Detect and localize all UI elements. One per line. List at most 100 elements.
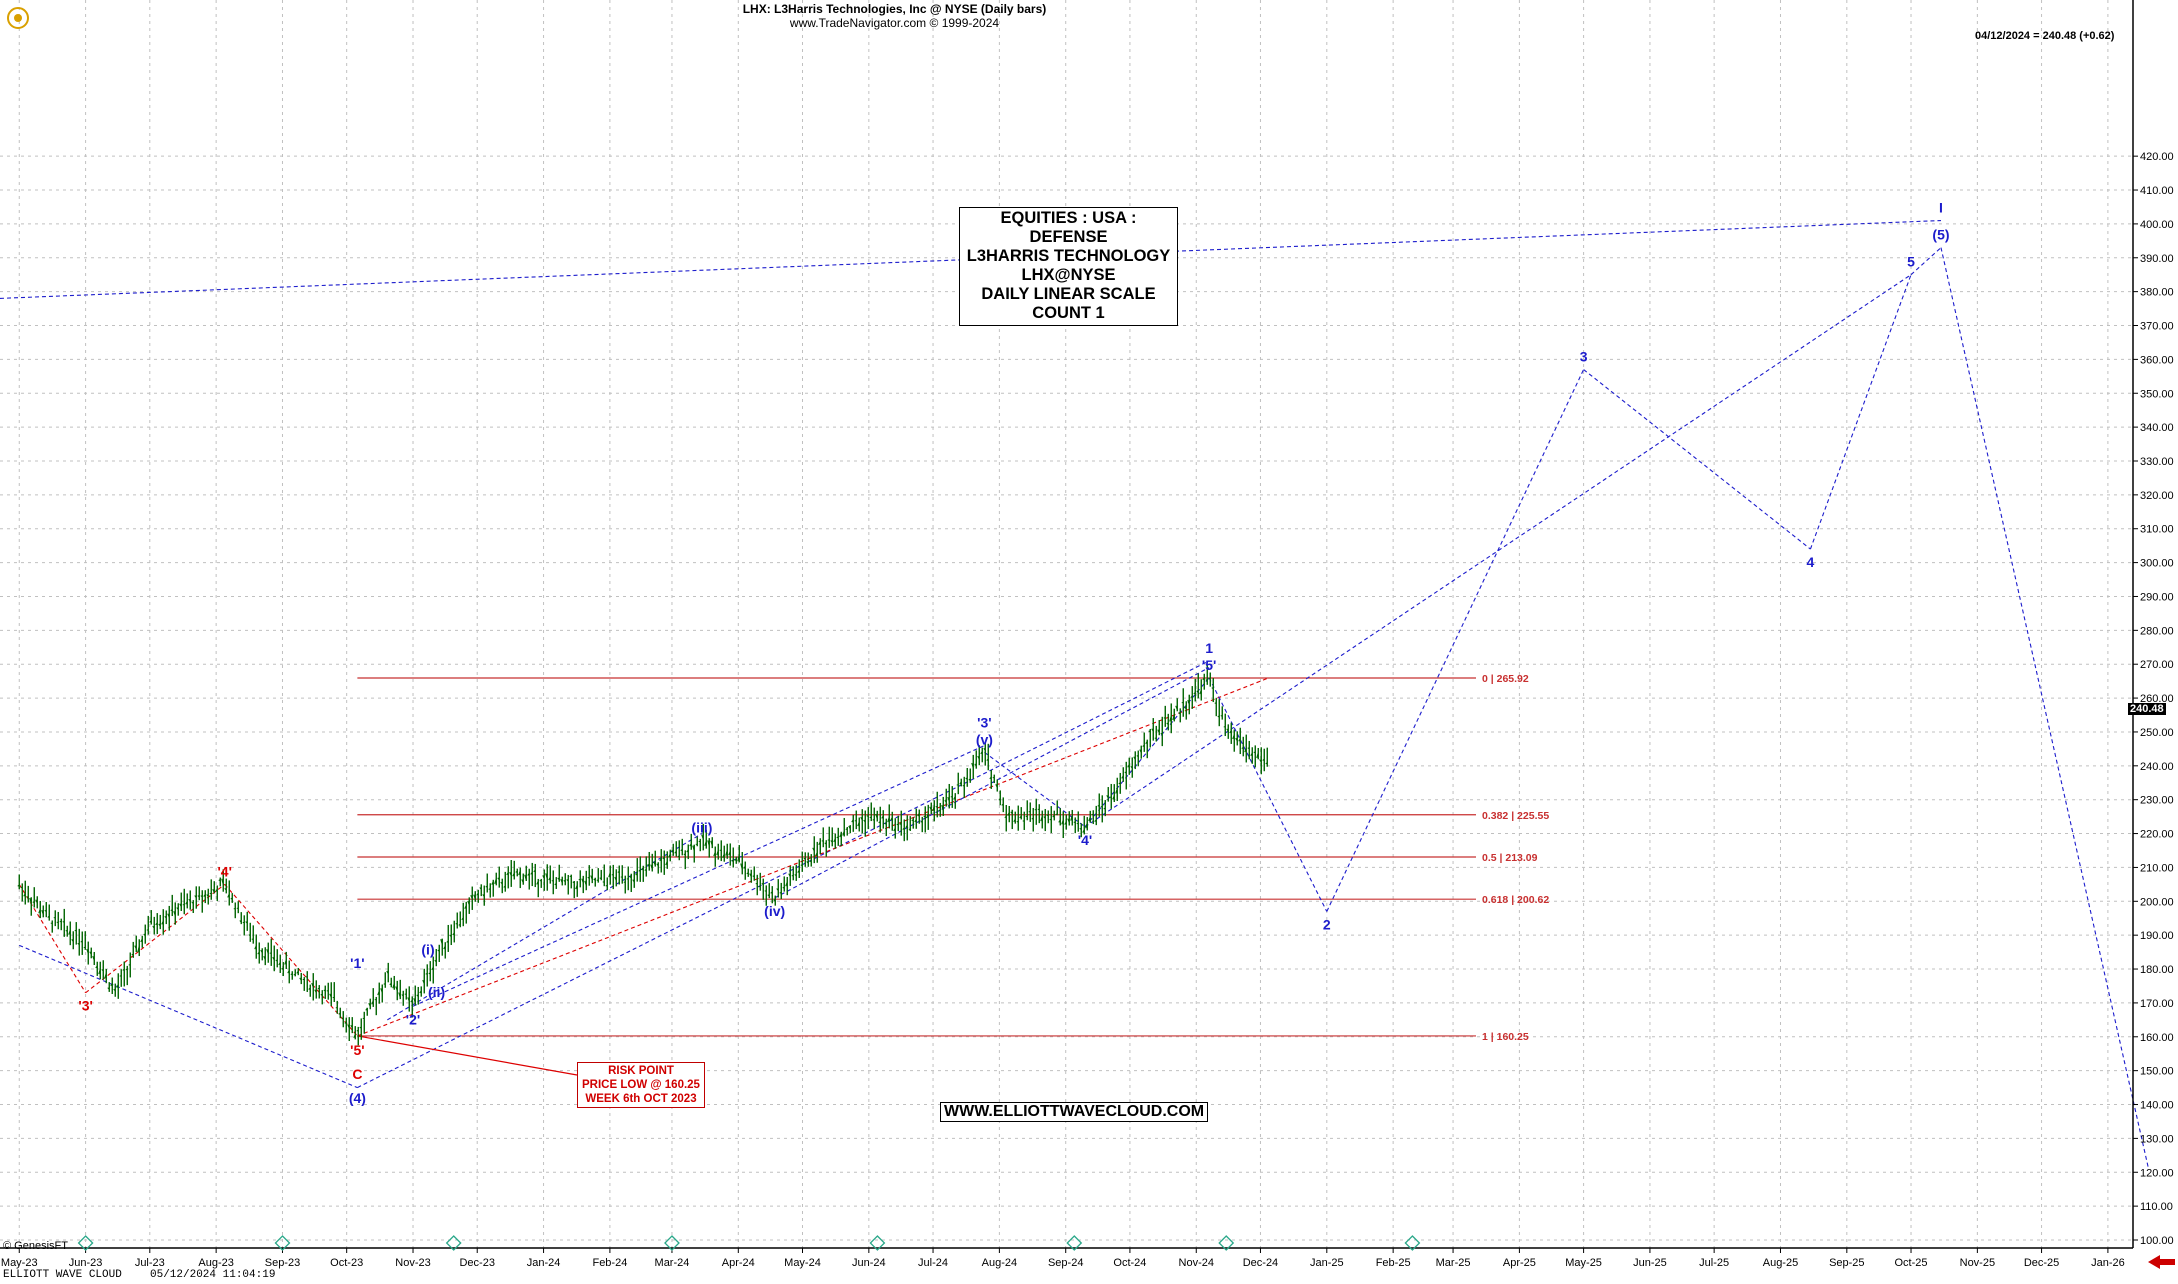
price-bar-tick [38,908,41,914]
price-bar-tick [1232,734,1235,740]
wave-label: '4' [217,863,231,879]
price-bar-tick [587,876,590,879]
price-bar-tick [863,819,866,823]
price-bar-tick [1148,730,1151,733]
price-bar-tick [1013,818,1016,822]
wave-label: '1' [350,955,364,971]
price-bar-tick [1040,815,1043,822]
price-bar-tick [1082,829,1085,833]
x-tick-label: Apr-24 [722,1257,755,1269]
price-bar-tick [47,915,50,918]
y-tick-label: 360.00 [2140,354,2174,366]
x-tick-label: Feb-25 [1376,1257,1411,1269]
x-tick-label: Dec-24 [1243,1257,1278,1269]
price-bar-tick [848,825,851,830]
price-bar-tick [155,922,158,926]
y-tick-label: 320.00 [2140,490,2174,502]
price-bars [17,665,1268,1046]
price-bar-tick [650,864,653,870]
price-bar-tick [1211,687,1214,690]
price-bar-tick [788,873,791,878]
price-bar-tick [635,872,638,876]
x-tick-label: Feb-24 [592,1257,627,1269]
price-bar-tick [974,763,977,767]
price-bar-tick [596,879,599,882]
price-bar-tick [704,840,707,846]
wave-line [18,884,87,994]
price-bar-tick [1055,813,1058,816]
price-bar-tick [890,817,893,821]
price-bar-tick [797,869,800,873]
price-bar-tick [341,1017,344,1020]
price-bar-tick [935,805,938,808]
price-bar-tick [830,840,833,843]
price-bar-tick [590,875,593,881]
price-bar-tick [1250,752,1253,756]
price-bar-tick [1229,730,1232,734]
price-bar-tick [629,876,632,879]
price-bar-tick [545,873,548,880]
price-bar-tick [938,809,941,812]
price-bar-tick [431,966,434,971]
price-bar-tick [1049,818,1052,821]
price-bar-tick [1265,762,1268,765]
price-bar-tick [239,920,242,923]
price-bar-tick [491,881,494,885]
price-bar-tick [1202,677,1205,681]
price-bar-tick [1073,821,1076,824]
price-bar-tick [437,949,440,952]
price-bar-tick [1253,751,1256,754]
scroll-right-arrow-icon[interactable] [2148,1255,2175,1269]
price-bar-tick [953,796,956,800]
price-bar-tick [401,994,404,997]
price-bar-tick [1064,821,1067,825]
price-bar-tick [275,959,278,962]
price-bar-tick [158,923,161,927]
price-bar-tick [485,885,488,888]
y-tick-label: 370.00 [2140,321,2174,333]
price-bar-tick [179,903,182,908]
price-bar-tick [641,867,644,871]
price-bar-tick [593,878,596,881]
wave-label: 4 [1807,554,1815,570]
price-bar-tick [113,988,116,992]
price-bar-tick [941,804,944,811]
price-bar-tick [947,796,950,802]
price-bar-tick [563,879,566,883]
trend-line [357,677,1270,1037]
event-marker-icon [869,1235,886,1251]
price-bar-tick [677,855,680,858]
price-bar-tick [761,883,764,886]
price-bar-tick [176,907,179,910]
price-bar-tick [1139,749,1142,754]
price-bar-tick [107,987,110,990]
y-tick-label: 160.00 [2140,1032,2174,1044]
y-tick-label: 250.00 [2140,727,2174,739]
price-bar-tick [833,838,836,843]
price-bar-tick [209,892,212,895]
price-bar-tick [764,890,767,892]
y-tick-label: 350.00 [2140,388,2174,400]
info-line: EQUITIES : USA : DEFENSE [1000,209,1137,246]
price-bar-tick [1160,732,1163,735]
price-bar-tick [170,909,173,912]
price-bar-tick [815,852,818,856]
price-bar-tick [1001,803,1004,806]
price-bar-tick [968,778,971,781]
price-bar-tick [368,1003,371,1007]
price-bar-tick [791,874,794,877]
price-bar-tick [752,875,755,878]
price-bar-tick [767,894,770,897]
y-tick-label: 420.00 [2140,151,2174,163]
channel-line [19,944,358,1089]
price-bar-tick [1238,738,1241,742]
wave-labels: '3''4''5'C(4)'1''2'(i)(ii)(iii)(iv)(v)'3… [78,200,1949,1106]
price-bar-tick [299,977,302,981]
info-line: COUNT 1 [1032,304,1105,322]
price-bar-tick [461,917,464,921]
price-bar-tick [320,993,323,996]
price-bar-tick [692,845,695,852]
price-bar-tick [989,776,992,780]
price-bar-tick [779,891,782,894]
